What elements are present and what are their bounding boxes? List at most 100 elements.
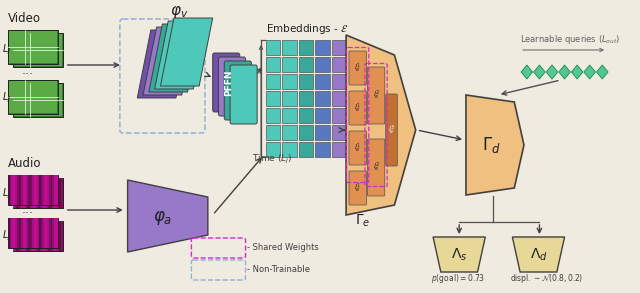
Bar <box>8 80 58 114</box>
Bar <box>57 178 59 208</box>
Bar <box>282 142 297 157</box>
Bar <box>332 57 346 72</box>
FancyBboxPatch shape <box>212 53 240 112</box>
Bar <box>299 142 313 157</box>
Bar <box>315 142 330 157</box>
Bar <box>13 178 15 208</box>
Polygon shape <box>584 65 595 79</box>
Bar <box>40 175 41 205</box>
Bar <box>315 91 330 106</box>
Text: $L_j$: $L_j$ <box>2 186 12 201</box>
Polygon shape <box>572 65 583 79</box>
Text: $\Lambda_s$: $\Lambda_s$ <box>451 247 467 263</box>
Bar <box>13 34 62 66</box>
Bar <box>24 178 26 208</box>
Bar <box>28 178 29 208</box>
Bar <box>46 178 48 208</box>
Text: $l_e^3$: $l_e^3$ <box>388 123 395 137</box>
Text: $\Gamma_d$: $\Gamma_d$ <box>482 135 500 155</box>
FancyBboxPatch shape <box>367 67 385 124</box>
Bar <box>266 91 280 106</box>
Bar <box>8 175 58 205</box>
Bar <box>20 175 22 205</box>
Polygon shape <box>596 65 608 79</box>
Bar <box>52 218 54 248</box>
Text: - Shared Weights: - Shared Weights <box>248 243 319 253</box>
Bar <box>332 125 346 140</box>
Bar <box>32 175 34 205</box>
Bar <box>26 175 28 205</box>
Polygon shape <box>155 21 207 89</box>
Text: ...: ... <box>21 203 33 216</box>
Bar <box>16 221 18 251</box>
Bar <box>40 221 42 251</box>
Bar <box>34 218 36 248</box>
Bar <box>30 218 32 248</box>
Bar <box>45 218 47 248</box>
Bar <box>36 221 38 251</box>
Bar <box>20 218 22 248</box>
Bar <box>299 108 313 123</box>
Bar <box>54 218 56 248</box>
Polygon shape <box>346 35 416 215</box>
Text: PFFN: PFFN <box>223 70 233 96</box>
Bar <box>266 125 280 140</box>
Text: $l_e^1$: $l_e^1$ <box>354 61 361 75</box>
Bar <box>45 175 47 205</box>
Text: Embeddings - $\mathcal{E}$: Embeddings - $\mathcal{E}$ <box>266 22 349 36</box>
Bar <box>15 178 16 208</box>
Bar <box>299 40 313 55</box>
Bar <box>332 142 346 157</box>
Bar <box>266 57 280 72</box>
Polygon shape <box>161 18 212 86</box>
Bar <box>38 218 40 248</box>
Bar <box>35 178 36 208</box>
Bar <box>26 218 28 248</box>
Polygon shape <box>534 65 545 79</box>
FancyBboxPatch shape <box>218 57 246 116</box>
Bar <box>282 40 297 55</box>
FancyBboxPatch shape <box>230 65 257 124</box>
Polygon shape <box>433 237 485 272</box>
Bar <box>61 221 63 251</box>
Bar <box>8 218 58 248</box>
Bar <box>315 57 330 72</box>
Polygon shape <box>466 95 524 195</box>
Bar <box>266 40 280 55</box>
Text: $l_e^1$: $l_e^1$ <box>354 181 361 195</box>
Bar <box>56 178 57 208</box>
Bar <box>32 218 34 248</box>
Bar <box>13 33 63 67</box>
Text: $L_j$: $L_j$ <box>2 229 12 243</box>
Bar <box>282 91 297 106</box>
Text: ...: ... <box>21 64 33 77</box>
Bar <box>13 221 63 251</box>
Bar <box>50 221 52 251</box>
Bar <box>47 175 49 205</box>
Bar <box>35 221 36 251</box>
Bar <box>42 178 44 208</box>
Bar <box>315 74 330 89</box>
Bar <box>315 125 330 140</box>
Bar <box>49 175 51 205</box>
Text: $\mathrm{displ.} \sim \mathcal{N}(0.8, 0.2)$: $\mathrm{displ.} \sim \mathcal{N}(0.8, 0… <box>511 272 584 285</box>
Bar <box>299 74 313 89</box>
Bar <box>56 221 57 251</box>
Polygon shape <box>137 30 189 98</box>
Bar <box>59 221 61 251</box>
Bar <box>51 175 52 205</box>
Bar <box>315 40 330 55</box>
Bar <box>36 175 38 205</box>
Bar <box>54 175 56 205</box>
Bar <box>12 218 13 248</box>
Bar <box>17 218 19 248</box>
Bar <box>282 125 297 140</box>
Bar <box>52 221 54 251</box>
Bar <box>29 178 31 208</box>
Bar <box>26 221 28 251</box>
Bar <box>49 218 51 248</box>
Bar <box>18 178 20 208</box>
Bar <box>20 221 22 251</box>
Bar <box>28 175 30 205</box>
Polygon shape <box>521 65 532 79</box>
